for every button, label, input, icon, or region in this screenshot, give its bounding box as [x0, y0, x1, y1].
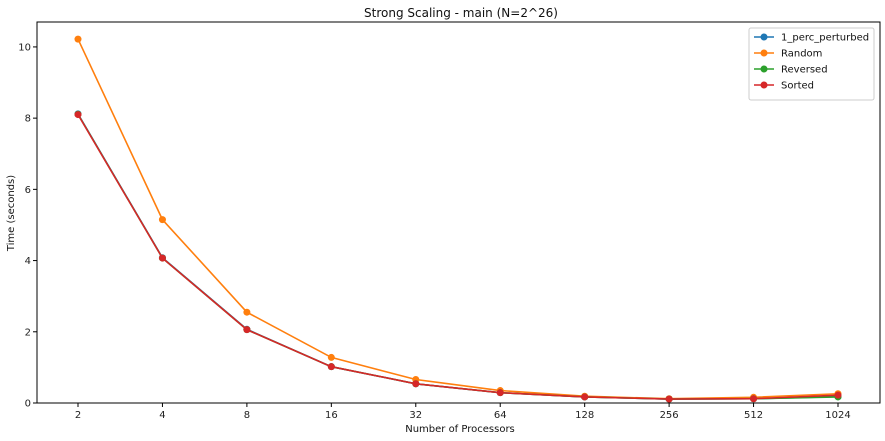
legend-item: Reversed	[754, 65, 828, 76]
x-tick-label: 512	[744, 410, 763, 421]
chart-title: Strong Scaling - main (N=2^26)	[364, 6, 558, 20]
y-tick-label: 8	[25, 114, 31, 125]
y-tick-label: 4	[25, 256, 31, 267]
series-1-perc-perturbed	[74, 110, 842, 403]
x-tick-label: 16	[325, 410, 338, 421]
x-tick-label: 64	[494, 410, 507, 421]
y-tick-label: 0	[25, 399, 31, 410]
legend-item: Random	[754, 49, 822, 60]
series-line-sorted	[77, 114, 839, 400]
data-point-sorted	[412, 380, 420, 388]
data-point-random	[158, 216, 166, 224]
y-tick-label: 2	[25, 327, 31, 338]
data-point-sorted	[665, 395, 673, 403]
y-tick-label: 10	[18, 42, 31, 53]
data-point-sorted	[327, 363, 335, 371]
legend-box	[748, 27, 875, 101]
y-axis: 0 2 4 6 8 10	[18, 42, 37, 410]
data-point-sorted	[74, 111, 82, 119]
data-point-sorted	[243, 326, 251, 334]
legend-marker	[760, 49, 768, 57]
legend-item: Sorted	[754, 81, 814, 92]
x-tick-label: 1024	[825, 410, 850, 421]
legend-label: Random	[781, 49, 822, 60]
x-tick-label: 32	[409, 410, 422, 421]
data-point-sorted	[496, 389, 504, 397]
series-sorted	[74, 111, 842, 403]
series-line-random	[77, 38, 839, 400]
legend-label: Sorted	[781, 81, 814, 92]
legend-marker	[760, 65, 768, 73]
y-axis-title: Time (seconds)	[6, 175, 17, 252]
plot-area	[74, 35, 842, 403]
series-reversed	[74, 110, 842, 403]
x-tick-label: 8	[244, 410, 250, 421]
series-line-reversed	[77, 113, 839, 400]
x-tick-label: 2	[75, 410, 81, 421]
data-point-sorted	[750, 395, 758, 403]
x-tick-label: 4	[159, 410, 165, 421]
y-tick-label: 6	[25, 185, 31, 196]
x-tick-label: 256	[660, 410, 679, 421]
x-axis: 2 4 8 16 32 64 128 256 512 1024	[75, 403, 851, 421]
legend-marker	[760, 81, 768, 89]
series-random	[74, 35, 842, 403]
legend-label: Reversed	[781, 65, 828, 76]
data-point-sorted	[158, 254, 166, 262]
x-tick-label: 128	[575, 410, 594, 421]
legend-marker	[760, 33, 768, 41]
data-point-random	[74, 35, 82, 43]
legend-item: 1_perc_perturbed	[754, 33, 869, 44]
legend: 1_perc_perturbed Random Reversed Sorted	[748, 27, 875, 101]
legend-label: 1_perc_perturbed	[781, 33, 869, 44]
x-axis-title: Number of Processors	[405, 424, 515, 435]
data-point-sorted	[581, 393, 589, 401]
plot-frame	[36, 21, 881, 404]
data-point-sorted	[834, 391, 842, 399]
series-line-1-perc-perturbed	[77, 113, 839, 400]
data-point-random	[327, 353, 335, 361]
data-point-random	[243, 308, 251, 316]
